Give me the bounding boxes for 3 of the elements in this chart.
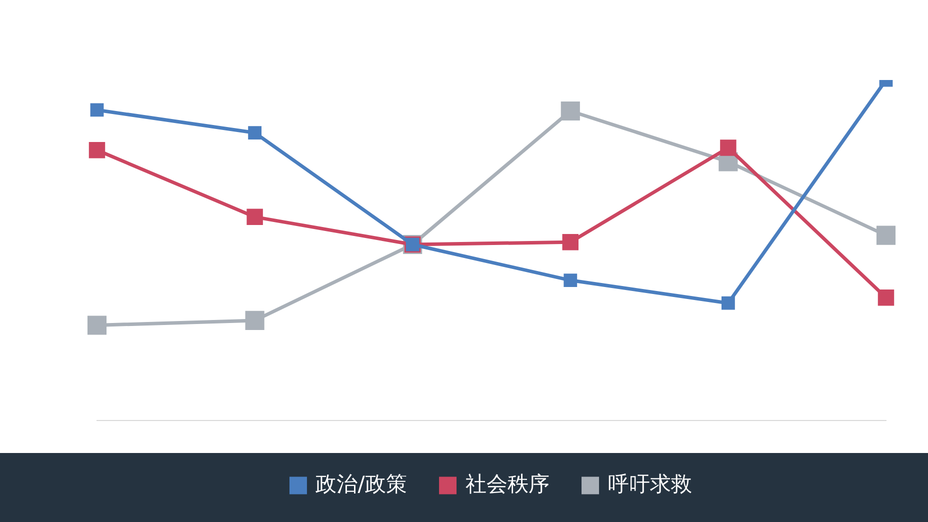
legend-label: 政治/政策 xyxy=(316,472,407,496)
legend-label: 呼吁求救 xyxy=(608,472,692,496)
legend-label: 社会秩序 xyxy=(465,472,550,496)
